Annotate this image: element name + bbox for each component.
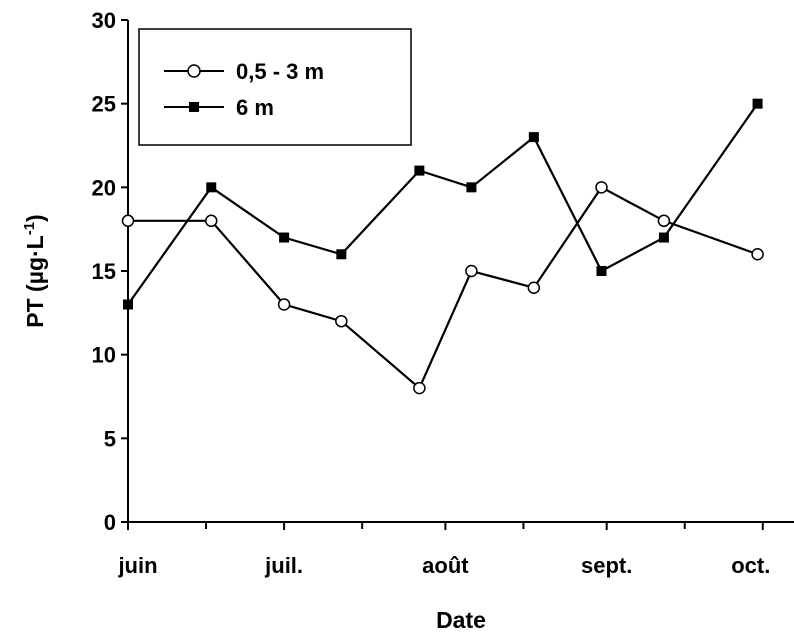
legend-marker-0 [187,64,201,78]
point-1-0 [123,299,133,310]
point-0-4 [413,381,426,395]
y-tick-label-5: 5 [104,426,116,451]
point-0-0 [121,214,135,228]
legend-label-1: 6 m [236,95,274,120]
legend: 0,5 - 3 m 6 m [138,28,412,146]
y-tick-label-10: 10 [92,343,116,368]
legend-label-0: 0,5 - 3 m [236,59,324,84]
point-0-6 [527,281,541,294]
x-tick-label-3: sept. [581,553,632,578]
y-tick-label-0: 0 [104,510,116,535]
legend-marker-1 [189,102,199,112]
series-line-0 [128,185,758,390]
x-ticks: juin juil. août sept. oct. [117,522,770,578]
x-tick-label-4: oct. [731,553,770,578]
point-1-5 [466,182,477,193]
point-0-1 [205,214,218,228]
y-tick-label-20: 20 [92,175,116,200]
point-1-8 [658,232,669,243]
y-axis-title: PT (µg·L-1) [21,214,48,327]
legend-box [138,28,412,146]
y-ticks: 0 5 10 15 20 25 30 [92,8,128,535]
point-1-6 [528,132,539,143]
point-1-4 [414,165,425,176]
point-0-5 [465,264,478,278]
point-1-9 [752,98,763,109]
y-tick-label-15: 15 [92,259,116,284]
series-1 [123,98,763,310]
plot-series [121,98,764,395]
point-1-2 [279,232,290,243]
x-axis-title: Date [436,607,486,633]
point-1-3 [336,249,347,260]
series-line-1 [127,103,759,306]
y-axis-title-sup: -1 [21,222,38,235]
x-tick-label-1: juil. [264,553,303,578]
point-0-9 [751,248,764,261]
point-0-8 [657,214,671,228]
series-0 [121,181,764,395]
y-tick-label-25: 25 [92,92,116,117]
point-0-3 [335,314,348,328]
x-tick-label-0: juin [117,553,157,578]
point-0-7 [595,181,608,194]
point-0-2 [277,298,291,311]
x-tick-label-2: août [422,553,469,578]
y-tick-label-30: 30 [92,8,116,33]
point-1-1 [206,182,217,193]
point-1-7 [596,266,607,276]
